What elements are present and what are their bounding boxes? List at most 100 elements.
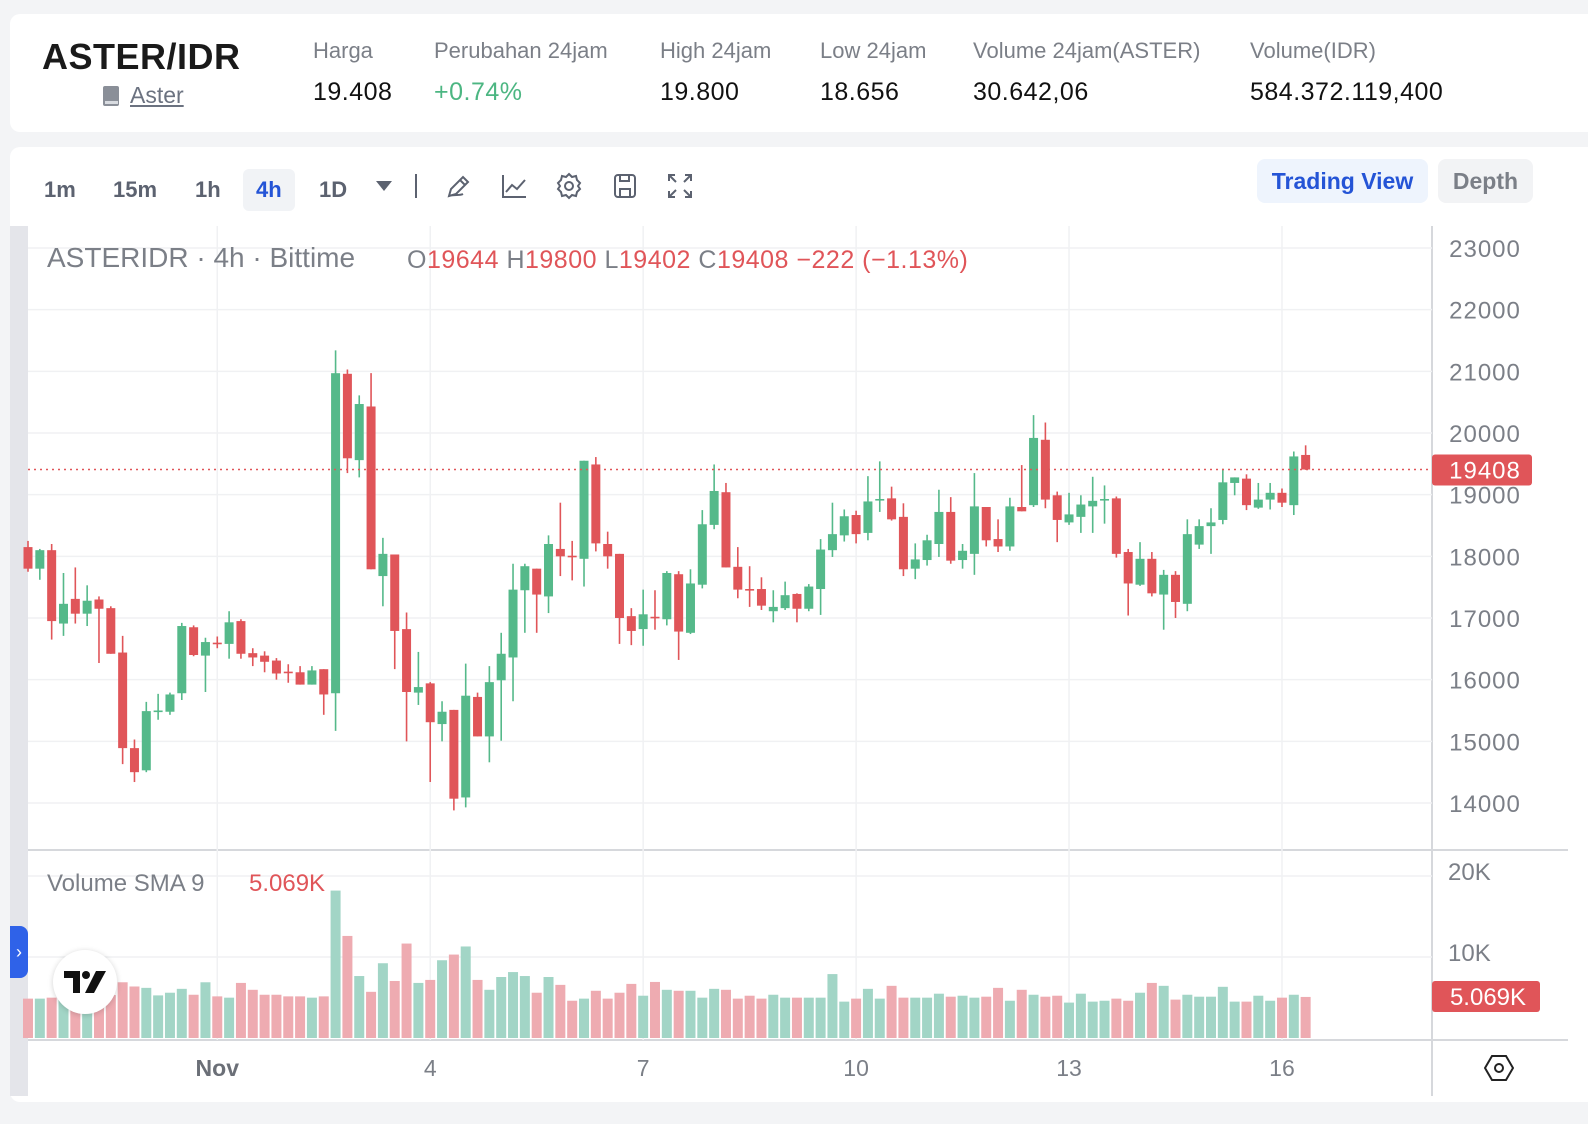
volume-bar xyxy=(531,992,542,1038)
candle-body xyxy=(1241,478,1251,506)
candle-body xyxy=(958,550,968,561)
candle-body xyxy=(567,555,577,558)
volume-bar xyxy=(34,998,45,1038)
volume-tick-label: 20K xyxy=(1448,859,1491,886)
candle-body xyxy=(1277,492,1287,503)
candle-body xyxy=(1029,437,1039,506)
tradingview-logo[interactable] xyxy=(53,950,117,1014)
save-icon[interactable] xyxy=(608,169,642,203)
indicator-icon[interactable] xyxy=(497,169,531,203)
candle-body xyxy=(804,586,814,609)
candle-body xyxy=(934,511,944,545)
fullscreen-icon[interactable] xyxy=(663,169,697,203)
candle-body xyxy=(153,710,163,713)
volume-bar xyxy=(377,963,388,1038)
candle-body xyxy=(413,687,423,693)
candle-body xyxy=(1040,439,1050,500)
volume-bar xyxy=(46,997,57,1038)
gear-icon[interactable] xyxy=(552,169,586,203)
volume-bar xyxy=(1288,994,1299,1038)
candle-body xyxy=(295,672,305,685)
candle-body xyxy=(1206,522,1216,527)
depth-button[interactable]: Depth xyxy=(1438,159,1533,203)
caret-down-icon[interactable] xyxy=(367,169,401,203)
pair-title: ASTER/IDR xyxy=(42,36,241,77)
candle-body xyxy=(898,516,908,570)
price-tick-label: 20000 xyxy=(1449,421,1521,448)
timeframe-15m[interactable]: 15m xyxy=(113,177,158,202)
candle-body xyxy=(58,603,68,624)
book-icon xyxy=(103,85,119,106)
volume-bar xyxy=(602,998,613,1038)
time-tick-label: 10 xyxy=(843,1055,869,1081)
time-tick-label: 16 xyxy=(1269,1055,1295,1081)
volume-bar xyxy=(1241,1001,1252,1038)
asset-link[interactable]: Aster xyxy=(102,82,184,109)
volume-bar xyxy=(460,946,471,1038)
candle-body xyxy=(768,606,778,612)
volume-bar xyxy=(448,954,459,1038)
candle-body xyxy=(1005,506,1015,547)
time-tick-label: 13 xyxy=(1056,1055,1082,1081)
volume-bar xyxy=(1052,995,1063,1038)
candle-body xyxy=(946,511,956,561)
chart-settings-icon[interactable] xyxy=(1483,1053,1515,1088)
volume-bar xyxy=(1300,996,1311,1038)
volume-bar xyxy=(981,996,992,1038)
volume-bar xyxy=(993,987,1004,1038)
volume-bar xyxy=(212,996,223,1038)
last-price-badge xyxy=(1432,454,1532,486)
volume-bar xyxy=(1099,1000,1110,1038)
candle-body xyxy=(520,566,530,591)
volume-bar xyxy=(567,1000,578,1038)
candle-body xyxy=(745,589,755,591)
timeframe-4h[interactable]: 4h xyxy=(243,169,295,211)
candle-body xyxy=(1289,456,1299,506)
volume-bar xyxy=(484,989,495,1038)
candle-body xyxy=(650,616,660,619)
candle-body xyxy=(603,544,613,557)
candle-body xyxy=(189,627,199,656)
volume-bar xyxy=(922,997,933,1038)
candle-body xyxy=(307,670,317,685)
volume-bar xyxy=(153,995,164,1038)
price-tick-label: 23000 xyxy=(1449,236,1521,263)
candle-body xyxy=(615,553,624,619)
volume-bar xyxy=(70,994,81,1038)
left-gutter xyxy=(10,226,28,1096)
volume-bar xyxy=(306,997,317,1038)
candle-body xyxy=(106,608,116,654)
candle-body xyxy=(1123,552,1133,584)
candle-body xyxy=(484,682,494,737)
candle-body xyxy=(508,589,518,658)
volume-legend-name: Volume SMA 9 xyxy=(47,870,205,897)
sidebar-expand-tab[interactable]: › xyxy=(10,926,28,978)
volume-bar xyxy=(188,994,199,1038)
timeframe-1h[interactable]: 1h xyxy=(195,177,221,202)
candle-body xyxy=(721,492,731,568)
candle-body xyxy=(449,709,459,799)
trading-view-button[interactable]: Trading View xyxy=(1257,159,1428,203)
price-tick-label: 19000 xyxy=(1449,483,1521,510)
candle-body xyxy=(1171,574,1181,602)
price-tick-label: 16000 xyxy=(1449,668,1521,695)
candle-body xyxy=(118,652,128,749)
volume-bar xyxy=(969,997,980,1038)
pencil-icon[interactable] xyxy=(442,169,476,203)
volume-bar xyxy=(1087,1001,1098,1038)
candle-body xyxy=(35,550,45,569)
asset-link-text[interactable]: Aster xyxy=(130,82,184,108)
timeframe-1d[interactable]: 1D xyxy=(319,177,348,202)
volume-bar xyxy=(1040,996,1051,1038)
candle-body xyxy=(792,593,802,609)
stat-change-24h: Perubahan 24jam +0.74% xyxy=(434,38,608,106)
volume-bar xyxy=(389,980,400,1038)
volume-bar xyxy=(82,997,93,1038)
candle-body xyxy=(461,695,471,798)
volume-bar xyxy=(638,995,649,1038)
candle-body xyxy=(354,404,364,461)
volume-bar xyxy=(791,997,802,1038)
timeframe-1m[interactable]: 1m xyxy=(44,177,76,202)
volume-bar xyxy=(614,992,625,1038)
